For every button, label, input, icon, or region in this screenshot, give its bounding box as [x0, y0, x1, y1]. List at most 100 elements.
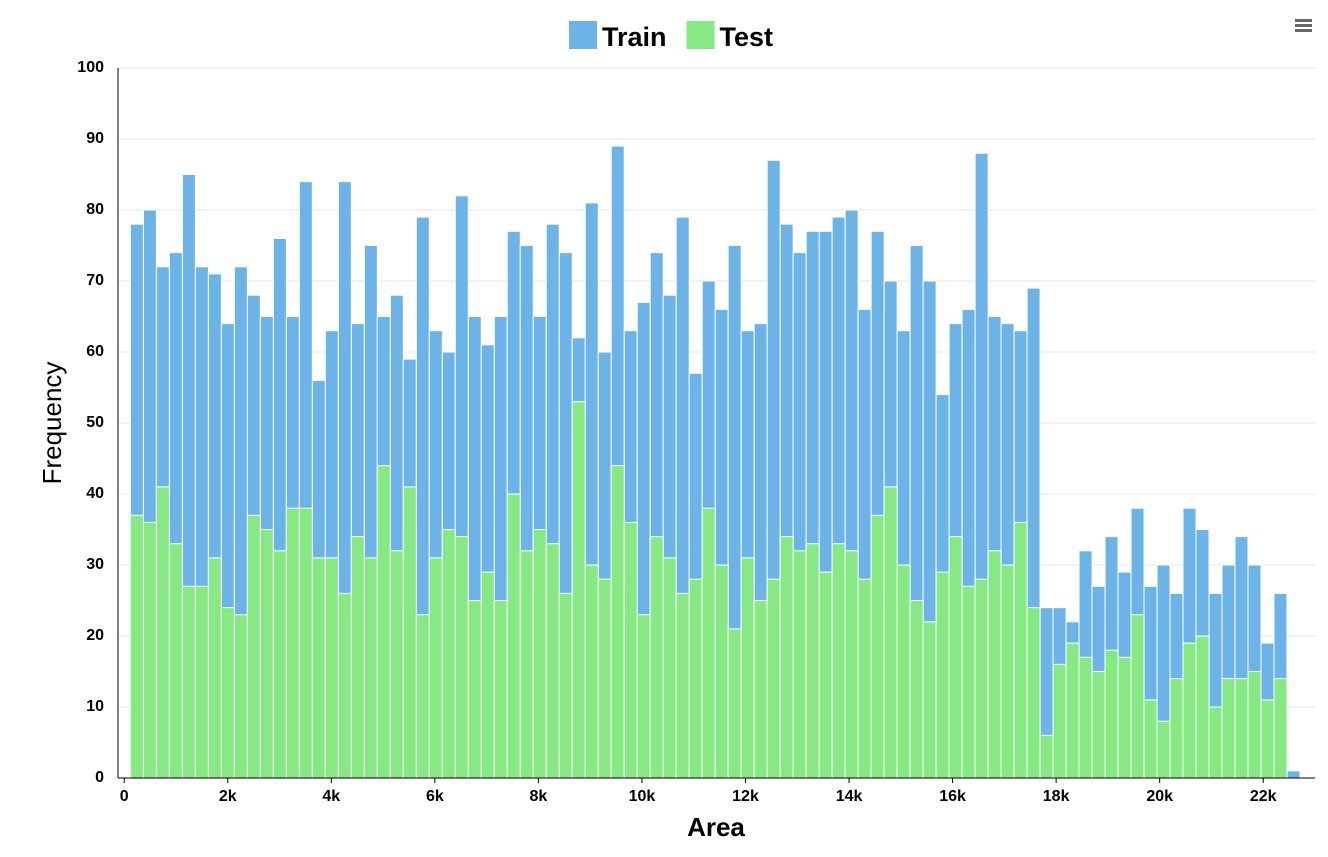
bar: [363, 557, 378, 779]
bar: [1078, 656, 1093, 779]
bar: [948, 536, 963, 779]
bar: [350, 536, 365, 779]
x-tick-label: 14k: [836, 788, 863, 805]
bar: [714, 564, 729, 779]
bar: [519, 550, 534, 779]
bar: [285, 507, 300, 779]
bar: [636, 614, 651, 779]
bar: [961, 585, 976, 779]
x-tick-label: 12k: [732, 788, 759, 805]
bar: [1052, 663, 1067, 779]
y-tick-label: 80: [86, 201, 104, 218]
bar: [688, 578, 703, 779]
y-tick-label: 20: [86, 627, 104, 644]
y-tick-label: 90: [86, 130, 104, 147]
bar: [181, 585, 196, 779]
bar: [1013, 521, 1028, 779]
bar: [558, 592, 573, 779]
bar: [597, 578, 612, 779]
bar: [389, 550, 404, 779]
bar: [870, 514, 885, 779]
bar: [441, 529, 456, 779]
bar: [272, 550, 287, 779]
x-tick-label: 18k: [1043, 788, 1070, 805]
bar: [1182, 642, 1197, 779]
bar: [1169, 678, 1184, 779]
bar: [1143, 699, 1158, 779]
bar: [480, 571, 495, 779]
bar: [571, 401, 586, 779]
bar: [376, 465, 391, 779]
y-tick-label: 10: [86, 698, 104, 715]
bar: [974, 578, 989, 779]
bar: [740, 557, 755, 779]
y-tick-label: 50: [86, 414, 104, 431]
x-axis-title: Area: [687, 812, 745, 842]
x-tick-label: 10k: [629, 788, 656, 805]
bar: [1247, 671, 1262, 779]
bar: [805, 543, 820, 779]
legend: Train Test: [569, 21, 773, 52]
bar: [1260, 699, 1275, 779]
legend-swatch: [569, 21, 597, 49]
bar: [545, 543, 560, 779]
x-tick-label: 8k: [530, 788, 548, 805]
bar: [844, 550, 859, 779]
bar: [467, 600, 482, 779]
x-tick-label: 4k: [322, 788, 340, 805]
bar: [1130, 614, 1145, 779]
y-axis-title: Frequency: [37, 362, 67, 485]
bar: [922, 621, 937, 779]
bar: [766, 578, 781, 779]
x-tick-label: 2k: [219, 788, 237, 805]
legend-swatch: [686, 21, 715, 49]
bar: [454, 536, 469, 779]
bar: [1286, 770, 1301, 779]
bar: [1208, 706, 1223, 779]
bar: [623, 521, 638, 779]
bar: [402, 486, 417, 779]
bar: [155, 486, 170, 779]
bar: [220, 607, 235, 779]
bar: [493, 600, 508, 779]
bar: [701, 507, 716, 779]
bar: [831, 543, 846, 779]
x-tick-label: 6k: [426, 788, 444, 805]
bar: [311, 557, 326, 779]
bar: [896, 564, 911, 779]
menu-line: [1295, 29, 1312, 32]
bar: [987, 550, 1002, 779]
bar: [207, 557, 222, 779]
legend-label: Train: [602, 22, 667, 52]
y-tick-label: 60: [86, 343, 104, 360]
bar: [662, 557, 677, 779]
bar: [324, 557, 339, 779]
x-tick-label: 16k: [939, 788, 966, 805]
legend-label: Test: [720, 22, 774, 52]
bar: [194, 585, 209, 779]
menu-icon[interactable]: [1295, 19, 1312, 32]
bar: [506, 493, 521, 779]
bar: [610, 465, 625, 779]
x-tick-label: 22k: [1250, 788, 1277, 805]
bar: [246, 514, 261, 779]
bar: [259, 529, 274, 779]
y-tick-label: 0: [95, 769, 104, 786]
bar: [753, 600, 768, 779]
bar: [428, 557, 443, 779]
bar: [818, 571, 833, 779]
bar: [649, 536, 664, 779]
bar: [1104, 649, 1119, 779]
y-tick-label: 30: [86, 556, 104, 573]
bar: [1065, 642, 1080, 779]
bar: [909, 600, 924, 779]
bar: [1000, 564, 1015, 779]
bar: [675, 592, 690, 779]
x-tick-label: 20k: [1146, 788, 1173, 805]
bar: [532, 529, 547, 779]
bar: [1026, 607, 1041, 779]
bar: [129, 514, 144, 779]
bar: [1091, 671, 1106, 779]
bar: [1273, 678, 1288, 779]
